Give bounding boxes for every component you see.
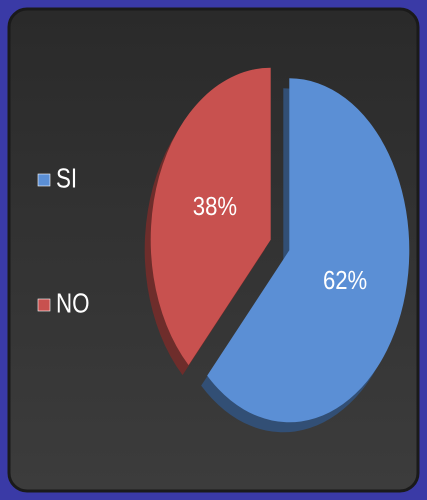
- data-label: 62%: [323, 266, 367, 295]
- slice: [201, 78, 410, 433]
- slice-face: [207, 78, 410, 423]
- legend-label: SI: [56, 163, 77, 194]
- data-label: 38%: [193, 192, 237, 221]
- legend-swatch: [37, 298, 51, 312]
- slice: [144, 67, 271, 376]
- slice-face: [150, 67, 271, 366]
- legend-label: NO: [56, 288, 90, 319]
- legend-swatch: [37, 173, 51, 187]
